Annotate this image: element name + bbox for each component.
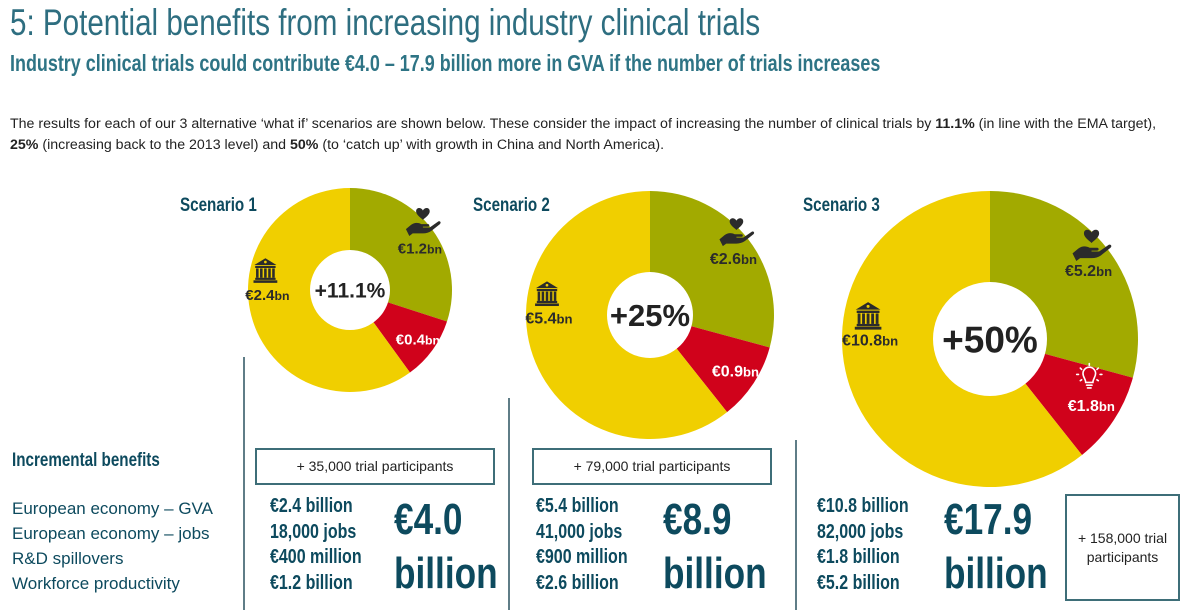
scenario-3-label: Scenario 3 — [803, 195, 880, 216]
slice-value-label: €1.2bn — [398, 241, 442, 258]
scenario-1-total: €4.0 billion — [394, 495, 498, 598]
scenario-1-values: €2.4 billion 18,000 jobs €400 million €1… — [270, 494, 385, 596]
heart-hand-icon — [719, 218, 755, 247]
column-divider-2 — [508, 398, 510, 610]
heart-hand-icon — [1072, 229, 1112, 262]
lightbulb-icon — [1075, 362, 1103, 389]
value-gva: €2.4 billion — [270, 495, 353, 517]
value-rnd: €400 million — [270, 546, 362, 568]
donut-center-label: +11.1% — [315, 280, 386, 303]
participants-box-scenario-2: + 79,000 trial participants — [532, 448, 772, 485]
value-jobs: 41,000 jobs — [536, 520, 623, 543]
value-jobs: 82,000 jobs — [817, 520, 904, 543]
page-title: 5: Potential benefits from increasing in… — [10, 2, 761, 43]
slice-value-label: €1.8bn — [1068, 398, 1115, 415]
donut-center-label: +25% — [610, 298, 690, 333]
incremental-benefits-heading: Incremental benefits — [12, 450, 160, 471]
value-workforce: €1.2 billion — [270, 571, 353, 594]
donut-center-label: +50% — [942, 319, 1038, 360]
page-subtitle: Industry clinical trials could contribut… — [10, 50, 881, 76]
scenario-1-label: Scenario 1 — [180, 195, 257, 216]
intro-paragraph: The results for each of our 3 alternativ… — [10, 116, 1157, 153]
participants-box-scenario-1: + 35,000 trial participants — [255, 448, 495, 485]
slice-value-label: €2.4bn — [245, 287, 289, 304]
label-rnd: R&D spillovers — [12, 549, 124, 568]
bank-building-icon — [253, 258, 278, 283]
scenario-3-values: €10.8 billion 82,000 jobs €1.8 billion €… — [817, 494, 931, 596]
intro-bold-25pct: 25% — [10, 137, 39, 153]
scenario-2-values: €5.4 billion 41,000 jobs €900 million €2… — [536, 494, 651, 596]
slice-value-label: €2.6bn — [710, 251, 757, 268]
intro-bold-50pct: 50% — [290, 137, 319, 153]
value-rnd: €1.8 billion — [817, 546, 900, 568]
donut-scenario-2: +25% €2.6bn €0.9bn €5.4bn — [525, 191, 774, 440]
scenario-2-total: €8.9 billion — [663, 495, 767, 598]
label-workforce: Workforce productivity — [12, 574, 180, 593]
value-jobs: 18,000 jobs — [270, 520, 357, 543]
label-gva: European economy – GVA — [12, 499, 213, 518]
heart-hand-icon — [405, 208, 441, 236]
value-gva: €10.8 billion — [817, 495, 909, 517]
label-jobs: European economy – jobs — [12, 524, 210, 543]
slice-value-label: €5.2bn — [1065, 263, 1112, 280]
slice-value-label: €5.4bn — [525, 310, 572, 327]
incremental-benefits-labels: European economy – GVA European economy … — [12, 496, 213, 596]
value-workforce: €2.6 billion — [536, 571, 619, 594]
intro-bold-11pct: 11.1% — [935, 116, 975, 132]
participants-box-scenario-3: + 158,000 trial participants — [1065, 494, 1180, 601]
value-gva: €5.4 billion — [536, 495, 619, 517]
donut-hole — [607, 272, 693, 358]
value-rnd: €900 million — [536, 546, 628, 568]
donut-scenario-3: +50% €5.2bn €1.8bn €10.8bn — [842, 191, 1138, 488]
donut-hole — [310, 250, 390, 330]
slice-value-label: €10.8bn — [842, 332, 898, 349]
column-divider-1 — [243, 357, 245, 610]
bank-building-icon — [535, 281, 559, 307]
donut-scenario-1: +11.1% €1.2bn €0.4bn €2.4bn — [245, 188, 452, 392]
bank-building-icon — [854, 302, 882, 330]
slice-value-label: €0.9bn — [712, 364, 759, 381]
scenario-3-total: €17.9 billion — [944, 495, 1048, 598]
value-workforce: €5.2 billion — [817, 571, 900, 594]
column-divider-3 — [795, 440, 797, 610]
scenario-2-label: Scenario 2 — [473, 195, 550, 216]
slice-value-label: €0.4bn — [396, 331, 440, 348]
donut-hole — [933, 282, 1047, 396]
